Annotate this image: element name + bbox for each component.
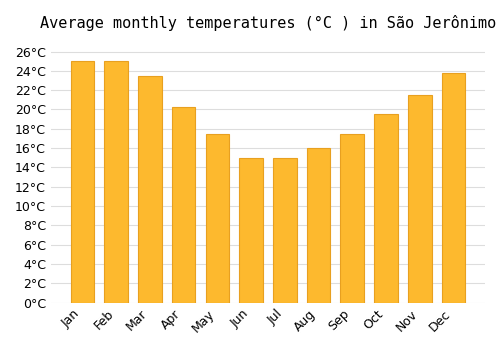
- Bar: [408, 95, 432, 303]
- Title: Average monthly temperatures (°C ) in São Jerônimo: Average monthly temperatures (°C ) in Sã…: [40, 15, 496, 31]
- Bar: [442, 73, 466, 303]
- Bar: [104, 61, 128, 303]
- Bar: [138, 76, 162, 303]
- Bar: [70, 61, 94, 303]
- Bar: [306, 148, 330, 303]
- Bar: [240, 158, 263, 303]
- Bar: [340, 134, 364, 303]
- Bar: [374, 114, 398, 303]
- Bar: [273, 158, 296, 303]
- Bar: [206, 134, 229, 303]
- Bar: [172, 107, 196, 303]
